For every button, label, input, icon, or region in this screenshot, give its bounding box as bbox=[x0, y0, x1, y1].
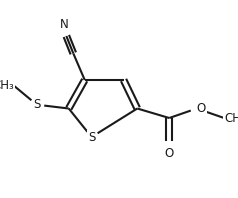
Text: O: O bbox=[165, 147, 174, 160]
Text: O: O bbox=[197, 102, 206, 115]
Text: S: S bbox=[88, 130, 95, 144]
Text: CH₃: CH₃ bbox=[224, 111, 238, 125]
Text: CH₃: CH₃ bbox=[0, 79, 14, 92]
Text: S: S bbox=[33, 98, 40, 111]
Text: N: N bbox=[60, 18, 69, 30]
